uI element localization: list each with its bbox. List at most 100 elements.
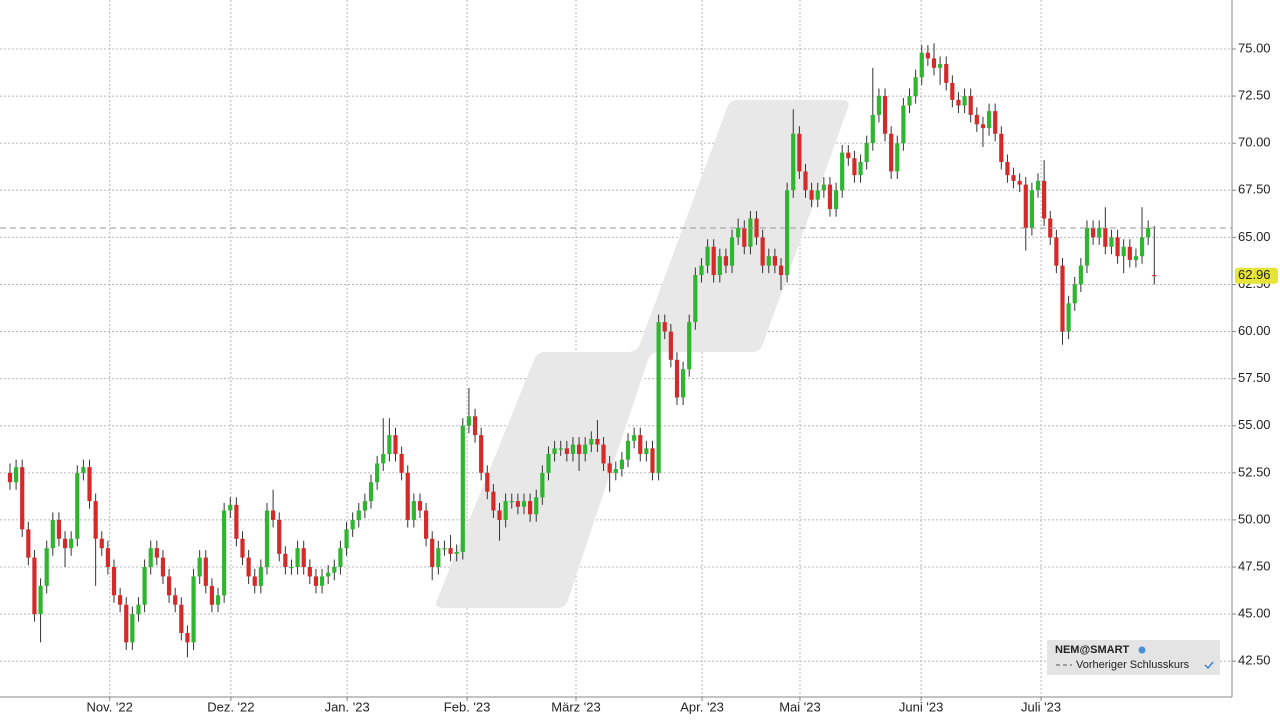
candle-body	[111, 567, 117, 596]
candle-body	[607, 463, 612, 473]
candle-body	[827, 184, 833, 210]
candle-body	[638, 435, 643, 454]
x-tick-label: Nov. '22	[87, 699, 133, 714]
candle-body	[1066, 303, 1071, 332]
candle-body	[368, 482, 374, 502]
candle-body	[130, 614, 135, 643]
candle-body	[1035, 180, 1041, 191]
candle-body	[105, 548, 110, 568]
x-tick-label: März '23	[551, 699, 600, 714]
candle-body	[858, 162, 863, 176]
candle-body	[931, 58, 937, 68]
candle-body	[785, 190, 790, 276]
candle-body	[442, 548, 447, 550]
candle-body	[907, 96, 912, 106]
candle-body	[815, 190, 820, 200]
candle-body	[417, 501, 423, 511]
candle-body	[1011, 175, 1016, 181]
candle-body	[950, 82, 955, 100]
candle-body	[833, 190, 839, 210]
candle-body	[895, 143, 900, 172]
candle-body	[986, 111, 992, 129]
candle-body	[1090, 227, 1096, 238]
candle-body	[191, 576, 196, 643]
candle-body	[528, 501, 533, 515]
candle-body	[870, 114, 875, 144]
candle-body	[601, 444, 606, 464]
y-tick-label: 72.50	[1238, 88, 1271, 103]
candle-body	[540, 472, 545, 498]
candle-body	[503, 501, 508, 520]
candle-body	[1115, 237, 1120, 257]
candle-body	[632, 435, 637, 441]
candle-body	[919, 52, 924, 78]
candle-body	[430, 538, 435, 568]
x-tick-label: Juni '23	[899, 699, 943, 714]
candle-body	[87, 467, 92, 502]
candle-body	[326, 572, 331, 577]
y-tick-label: 67.50	[1238, 182, 1271, 197]
candle-body	[203, 557, 208, 586]
candle-body	[295, 548, 300, 568]
y-tick-label: 75.00	[1238, 40, 1271, 55]
last-price-label: 62.96	[1238, 267, 1271, 282]
candle-body	[215, 595, 221, 605]
candle-body	[693, 275, 698, 323]
candle-body	[729, 237, 735, 266]
candle-body	[1139, 237, 1145, 257]
candle-body	[1078, 265, 1083, 285]
watermark-logo	[436, 100, 849, 608]
candle-body	[246, 557, 251, 577]
candle-body	[271, 510, 276, 520]
candle-body	[1103, 227, 1108, 247]
candle-body	[1097, 227, 1102, 238]
candle-body	[1072, 284, 1077, 304]
candle-body	[1017, 180, 1022, 185]
candle-body	[228, 504, 233, 511]
y-tick-label: 57.50	[1238, 370, 1271, 385]
candle-body	[974, 114, 979, 125]
candle-body	[687, 322, 692, 370]
candle-body	[13, 467, 19, 483]
candle-body	[283, 553, 288, 568]
candle-body	[1121, 246, 1126, 257]
legend-icon	[1138, 646, 1146, 654]
candle-body	[350, 519, 355, 530]
candle-body	[956, 99, 961, 106]
candle-body	[864, 143, 869, 163]
candle-body	[944, 64, 949, 83]
candle-body	[307, 567, 312, 577]
candle-body	[387, 435, 392, 454]
candle-body	[705, 246, 710, 266]
y-tick-label: 42.50	[1238, 653, 1271, 668]
candle-body	[736, 227, 741, 238]
candle-body	[558, 448, 563, 450]
candle-body	[882, 96, 888, 134]
candle-body	[454, 551, 459, 554]
x-tick-label: Juli '23	[1021, 699, 1061, 714]
candle-body	[252, 576, 257, 586]
candle-body	[222, 510, 227, 596]
candle-body	[1127, 246, 1132, 260]
candle-body	[50, 519, 55, 549]
candle-body	[472, 416, 478, 436]
candle-body	[197, 557, 202, 577]
candle-body	[913, 77, 918, 97]
candle-body	[668, 331, 673, 360]
y-tick-label: 45.00	[1238, 606, 1271, 621]
candle-body	[405, 472, 410, 520]
candle-body	[173, 595, 178, 605]
candle-body	[980, 124, 986, 129]
candle-body	[583, 444, 588, 454]
candle-body	[564, 448, 569, 454]
candle-body	[160, 557, 166, 577]
candle-body	[1023, 184, 1028, 228]
candle-body	[344, 529, 349, 549]
candle-body	[570, 444, 576, 454]
y-tick-label: 55.00	[1238, 417, 1271, 432]
candle-body	[301, 548, 306, 568]
candle-body	[393, 435, 398, 454]
candle-body	[142, 567, 147, 605]
candle-body	[466, 416, 472, 426]
candle-body	[840, 152, 845, 191]
